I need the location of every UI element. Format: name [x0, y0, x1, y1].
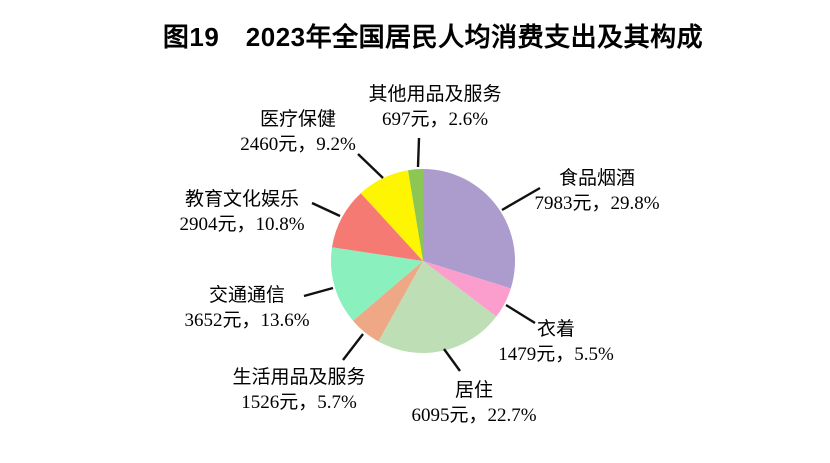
- slice-value: 3652元，13.6%: [184, 310, 310, 331]
- pie-slice-4: [330, 247, 423, 321]
- leader-line-7: [416, 137, 421, 168]
- slice-name: 其他用品及服务: [368, 84, 502, 105]
- pie-slice-5: [332, 193, 423, 261]
- leader-line-2: [443, 348, 461, 372]
- slice-callout-2: 居住 6095元，22.7%: [411, 378, 536, 428]
- leader-line-4: [303, 286, 334, 298]
- pie-slice-7: [408, 169, 423, 261]
- pie-slice-1: [423, 261, 511, 317]
- chart-title: 图19 2023年全国居民人均消费支出及其构成: [162, 22, 704, 52]
- pie-slice-0: [423, 169, 516, 289]
- slice-value: 1526元，5.7%: [241, 392, 357, 413]
- slice-callout-5: 教育文化娱乐 2904元，10.8%: [179, 187, 304, 237]
- slice-name: 教育文化娱乐: [184, 189, 300, 210]
- pie-slice-3: [352, 261, 423, 342]
- slice-name: 生活用品及服务: [232, 367, 366, 388]
- leader-line-6: [357, 153, 384, 179]
- pie-slice-2: [378, 261, 497, 354]
- leader-line-5: [311, 201, 341, 218]
- slice-name: 衣着: [536, 319, 576, 340]
- slice-callout-7: 其他用品及服务 697元，2.6%: [368, 82, 501, 132]
- leader-line-0: [501, 186, 541, 212]
- slice-callout-0: 食品烟酒 7983元，29.8%: [534, 166, 659, 216]
- slice-value: 1479元，5.5%: [498, 344, 614, 365]
- slice-callout-6: 医疗保健 2460元，9.2%: [240, 107, 356, 157]
- slice-name: 食品烟酒: [558, 168, 636, 189]
- pie-slice-6: [360, 170, 423, 261]
- slice-name: 交通通信: [208, 285, 286, 306]
- slice-callout-3: 生活用品及服务 1526元，5.7%: [232, 365, 365, 415]
- slice-value: 7983元，29.8%: [534, 193, 660, 214]
- slice-value: 2460元，9.2%: [240, 134, 356, 155]
- leader-line-1: [505, 303, 536, 325]
- slice-value: 6095元，22.7%: [411, 405, 537, 426]
- slice-name: 居住: [454, 380, 494, 401]
- slice-name: 医疗保健: [259, 109, 337, 130]
- leader-line-3: [342, 333, 364, 361]
- slice-callout-1: 衣着 1479元，5.5%: [498, 317, 614, 367]
- slice-callout-4: 交通通信 3652元，13.6%: [184, 283, 309, 333]
- slice-value: 697元，2.6%: [381, 109, 489, 130]
- slice-value: 2904元，10.8%: [179, 214, 305, 235]
